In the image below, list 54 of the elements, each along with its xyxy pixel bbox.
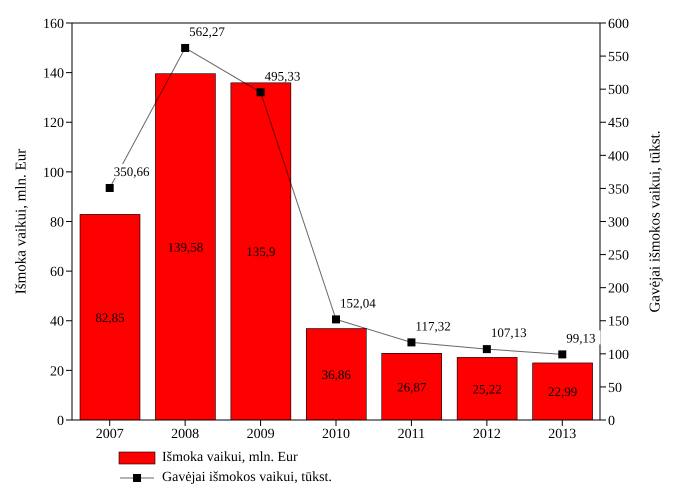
y-tick-label: 160 bbox=[43, 16, 64, 32]
point bbox=[106, 184, 114, 192]
data-label: 350,66 bbox=[114, 164, 150, 179]
x-tick-label: 2012 bbox=[472, 426, 501, 442]
y-tick-label: 100 bbox=[43, 166, 64, 181]
point bbox=[407, 338, 416, 346]
point bbox=[482, 345, 491, 354]
y2-tick-label: 200 bbox=[608, 282, 629, 297]
data-label: 22,99 bbox=[548, 384, 578, 400]
y2-tick-label: 600 bbox=[608, 16, 629, 32]
x-tick-label: 2009 bbox=[246, 426, 275, 442]
y-tick-label: 80 bbox=[50, 215, 64, 230]
legend-label: Išmoka vaikui, mln. Eur bbox=[161, 449, 299, 467]
y2-tick-label: 0 bbox=[608, 414, 615, 429]
y2-axis-title: Gavėjai išmokos vaikui, tūkst. bbox=[647, 130, 664, 313]
point bbox=[332, 315, 340, 324]
data-label: 117,32 bbox=[415, 318, 451, 334]
y-tick-label: 0 bbox=[57, 414, 64, 429]
y2-tick-label: 300 bbox=[608, 215, 629, 230]
point bbox=[256, 88, 265, 96]
x-tick-label: 2010 bbox=[322, 426, 350, 442]
y2-tick-label: 250 bbox=[608, 248, 629, 264]
point bbox=[558, 350, 566, 358]
y-tick-label: 40 bbox=[50, 314, 64, 330]
data-label: 152,04 bbox=[340, 295, 376, 310]
x-tick-label: 2008 bbox=[171, 426, 200, 442]
y2-tick-label: 450 bbox=[608, 116, 629, 132]
x-tick-label: 2011 bbox=[398, 426, 426, 442]
y-tick-label: 20 bbox=[50, 364, 64, 380]
y2-tick-label: 150 bbox=[608, 314, 629, 330]
y2-tick-label: 550 bbox=[608, 50, 629, 66]
data-label: 36,86 bbox=[322, 366, 352, 382]
y-tick-label: 60 bbox=[50, 265, 64, 280]
data-label: 139,58 bbox=[168, 239, 204, 254]
data-label: 135,9 bbox=[246, 244, 276, 260]
y-tick-label: 140 bbox=[43, 66, 64, 82]
y2-tick-label: 50 bbox=[608, 380, 622, 396]
data-label: 99,13 bbox=[566, 330, 596, 346]
y2-tick-label: 500 bbox=[608, 83, 629, 98]
x-tick-label: 2007 bbox=[96, 426, 124, 442]
data-label: 107,13 bbox=[490, 325, 527, 340]
data-label: 562,27 bbox=[189, 24, 226, 39]
y2-tick-label: 400 bbox=[608, 149, 629, 164]
x-tick-label: 2013 bbox=[548, 426, 576, 442]
y-axis-title: Išmoka vaikui, mln. Eur bbox=[13, 148, 30, 294]
data-label: 495,33 bbox=[264, 68, 300, 84]
y-tick-label: 120 bbox=[43, 116, 64, 132]
point bbox=[181, 44, 190, 52]
data-label: 25,22 bbox=[472, 381, 502, 396]
data-label: 26,87 bbox=[397, 379, 427, 394]
y2-tick-label: 350 bbox=[608, 182, 629, 198]
data-label: 82,85 bbox=[95, 310, 125, 325]
legend-label: Gavėjai išmokos vaikui, tūkst. bbox=[161, 469, 333, 487]
y2-tick-label: 100 bbox=[608, 348, 629, 363]
